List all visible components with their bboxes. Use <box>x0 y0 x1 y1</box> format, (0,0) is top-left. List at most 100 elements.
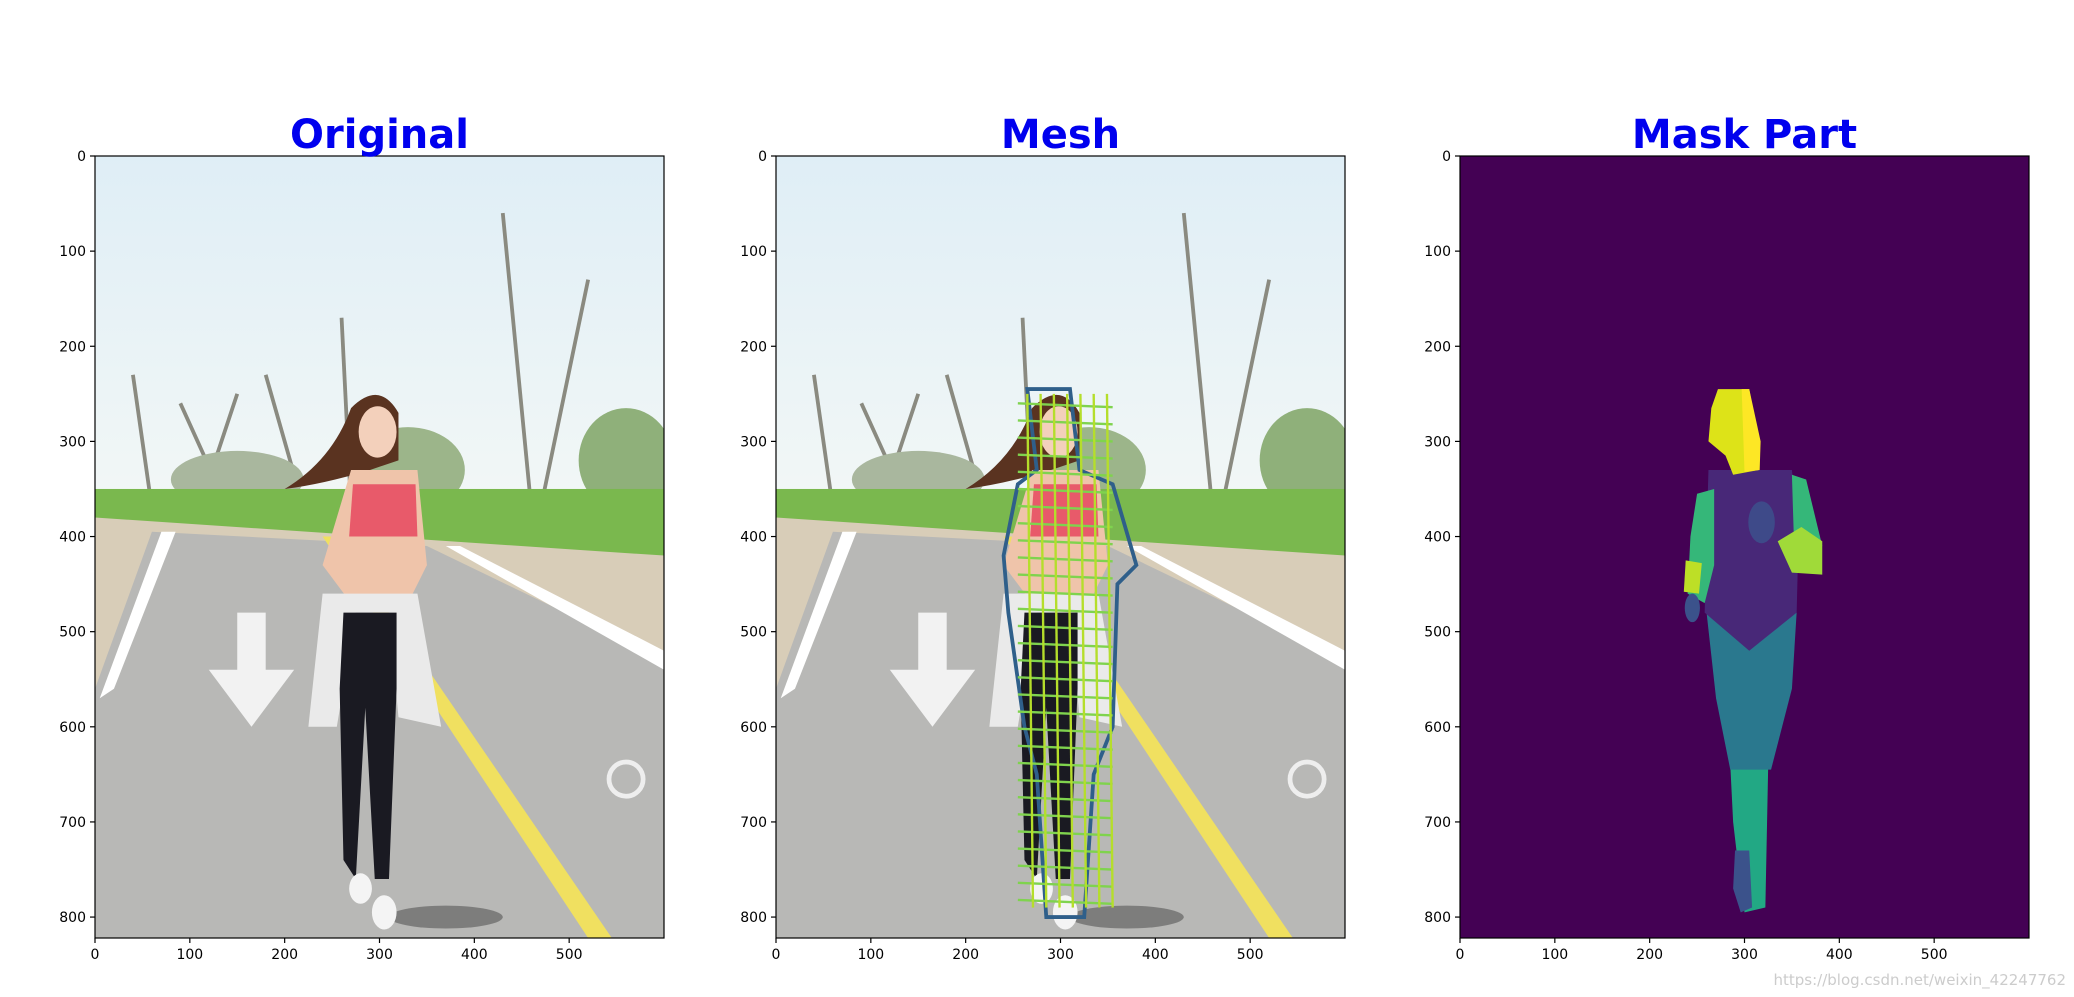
shadow <box>1069 905 1184 929</box>
mesh-line <box>1017 539 1113 546</box>
mesh-outline <box>1001 387 1139 919</box>
tree <box>1219 279 1271 509</box>
y-tick-label: 700 <box>59 815 86 831</box>
mesh-overlay <box>1001 387 1139 919</box>
x-tick-label: 500 <box>1921 947 1948 963</box>
y-tick-label: 100 <box>1424 244 1451 260</box>
x-tick-label: 0 <box>772 947 781 963</box>
axes-title: Mesh <box>1001 112 1120 158</box>
mask-torso <box>1704 469 1799 651</box>
mesh-line <box>1017 402 1113 409</box>
mesh-line <box>1017 813 1113 820</box>
mesh-line <box>1017 453 1113 460</box>
mesh-line <box>1092 393 1101 908</box>
bike-sign <box>606 759 646 799</box>
y-tick-label: 500 <box>59 625 86 641</box>
y-tick-label: 200 <box>1424 339 1451 355</box>
mesh-line <box>1017 556 1113 563</box>
watermark: https://blog.csdn.net/weixin_42247762 <box>1773 971 2066 990</box>
image <box>776 156 1345 938</box>
mesh-line <box>1017 487 1113 494</box>
y-tick-label: 700 <box>1424 815 1451 831</box>
mesh-line <box>1017 847 1113 854</box>
mesh-line <box>1017 419 1113 426</box>
top <box>349 484 418 537</box>
y-tick-label: 100 <box>59 244 86 260</box>
tree <box>500 212 534 509</box>
arrow <box>889 612 976 727</box>
tree <box>538 279 590 509</box>
image <box>95 156 664 938</box>
y-tick-label: 500 <box>1424 625 1451 641</box>
y-tick-label: 800 <box>740 910 767 926</box>
face <box>358 406 397 458</box>
y-tick-label: 800 <box>1424 910 1451 926</box>
mask-hand <box>1748 501 1775 544</box>
y-tick-label: 200 <box>740 339 767 355</box>
foliage <box>578 408 664 513</box>
tree <box>812 374 835 509</box>
shadow <box>388 905 503 929</box>
y-tick-label: 0 <box>758 149 767 165</box>
x-tick-label: 100 <box>176 947 203 963</box>
mesh-line <box>1017 796 1113 803</box>
y-tick-label: 600 <box>59 720 86 736</box>
x-tick-label: 0 <box>1456 947 1465 963</box>
y-tick-label: 0 <box>1442 149 1451 165</box>
axes-title: Mask Part <box>1632 112 1857 158</box>
shoe <box>371 895 397 930</box>
road-line-right <box>1126 546 1345 670</box>
x-tick-label: 200 <box>1636 947 1663 963</box>
road-line-right <box>445 546 664 670</box>
mesh-line <box>1017 522 1113 529</box>
mesh-line <box>1017 830 1113 837</box>
mask-upper-legs <box>1706 612 1797 770</box>
mesh-line <box>1065 393 1075 908</box>
tree <box>1181 212 1215 509</box>
road-line-left <box>99 531 176 699</box>
y-tick-label: 0 <box>77 149 86 165</box>
x-tick-label: 200 <box>271 947 298 963</box>
mask-left-forearm <box>1684 593 1700 623</box>
tree <box>131 374 154 509</box>
y-tick-label: 400 <box>1424 530 1451 546</box>
mask-foot <box>1733 850 1753 913</box>
y-tick-label: 700 <box>740 815 767 831</box>
mesh-line <box>1017 436 1113 443</box>
mesh-line <box>1017 504 1113 512</box>
mask-head-side <box>1741 389 1761 472</box>
image <box>1460 156 2029 938</box>
shoe <box>349 873 372 904</box>
x-tick-label: 400 <box>1826 947 1853 963</box>
y-tick-label: 400 <box>59 530 86 546</box>
x-tick-label: 0 <box>91 947 100 963</box>
y-tick-label: 400 <box>740 530 767 546</box>
x-tick-label: 400 <box>461 947 488 963</box>
x-tick-label: 300 <box>366 947 393 963</box>
x-tick-label: 100 <box>857 947 884 963</box>
y-tick-label: 300 <box>59 434 86 450</box>
y-tick-label: 300 <box>1424 434 1451 450</box>
y-tick-label: 100 <box>740 244 767 260</box>
mask-left-hand <box>1683 560 1702 594</box>
y-tick-label: 800 <box>59 910 86 926</box>
leggings <box>339 612 397 880</box>
y-tick-label: 300 <box>740 434 767 450</box>
mesh-line <box>1079 393 1088 908</box>
x-tick-label: 500 <box>556 947 583 963</box>
x-tick-label: 100 <box>1541 947 1568 963</box>
mask-right-hand <box>1777 527 1823 575</box>
arrow <box>208 612 295 727</box>
x-tick-label: 300 <box>1047 947 1074 963</box>
road-line-left <box>780 531 857 699</box>
x-tick-label: 400 <box>1142 947 1169 963</box>
bike-sign <box>1287 759 1327 799</box>
mesh-line <box>1039 393 1048 908</box>
y-tick-label: 600 <box>1424 720 1451 736</box>
x-tick-label: 200 <box>952 947 979 963</box>
mesh-line <box>1017 470 1113 477</box>
y-tick-label: 200 <box>59 339 86 355</box>
x-tick-label: 500 <box>1237 947 1264 963</box>
mesh-line <box>1026 393 1035 908</box>
